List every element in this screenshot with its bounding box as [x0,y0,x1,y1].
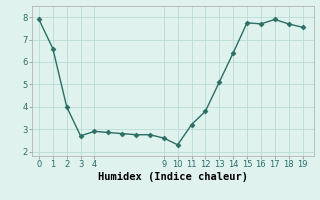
X-axis label: Humidex (Indice chaleur): Humidex (Indice chaleur) [98,172,248,182]
